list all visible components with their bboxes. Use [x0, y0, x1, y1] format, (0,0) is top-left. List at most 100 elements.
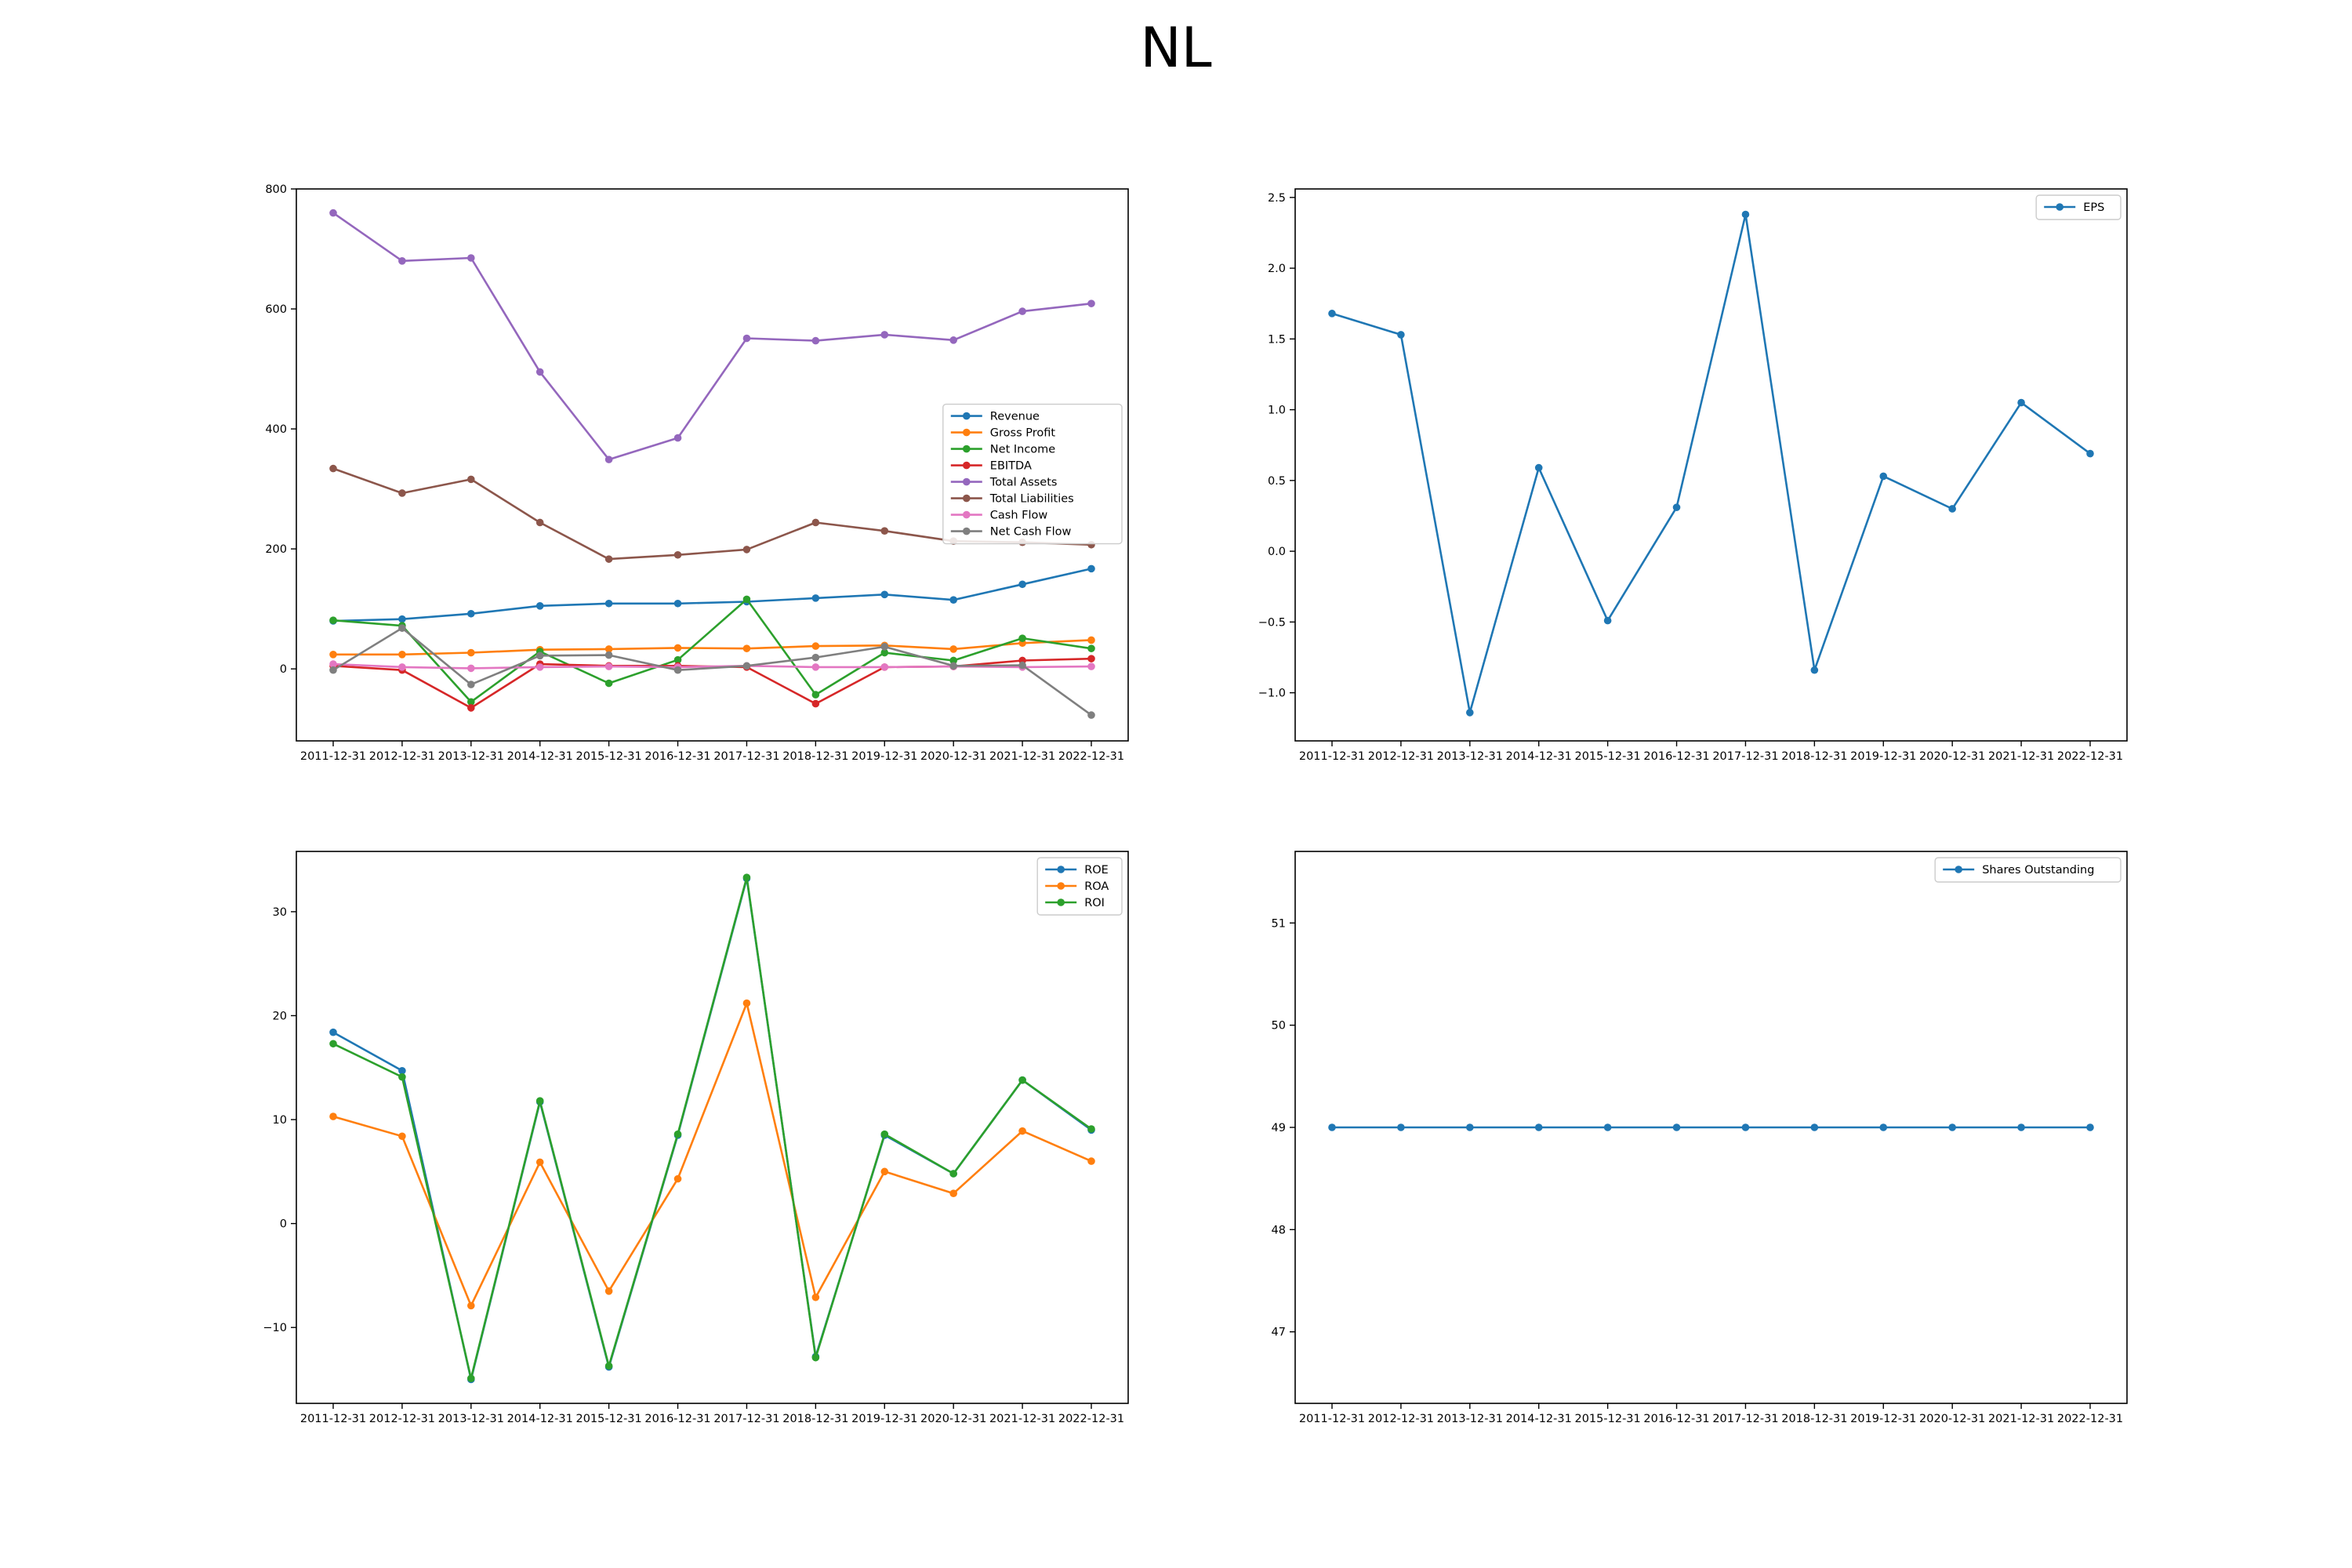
- data-point: [742, 999, 751, 1007]
- legend-label: Total Liabilities: [989, 493, 1074, 506]
- legend-label: Cash Flow: [990, 510, 1048, 522]
- legend: Revenue Gross Profit Net Income EBITDA Total…: [942, 403, 1123, 545]
- data-point: [1534, 463, 1543, 472]
- data-point: [1087, 564, 1095, 573]
- plot-frame: [1294, 188, 2128, 742]
- x-tick-label: 2019-12-31: [1850, 1413, 1916, 1425]
- x-tick-label: 2016-12-31: [1643, 750, 1709, 763]
- x-tick-label: 2017-12-31: [1712, 1413, 1778, 1425]
- data-point: [949, 1189, 957, 1197]
- data-point: [811, 691, 820, 699]
- x-tick-label: 2020-12-31: [920, 750, 986, 763]
- data-point: [1328, 1123, 1336, 1131]
- x-tick-label: 2014-12-31: [1506, 1413, 1572, 1425]
- data-point: [811, 699, 820, 708]
- x-tick-label: 2014-12-31: [507, 1413, 573, 1425]
- x-tick-label: 2022-12-31: [1058, 1413, 1124, 1425]
- x-tick-label: 2019-12-31: [851, 750, 917, 763]
- page-title: NL: [1140, 16, 1212, 80]
- data-point: [742, 595, 751, 604]
- data-point: [329, 666, 337, 674]
- legend-marker: [963, 461, 971, 470]
- data-point: [880, 648, 889, 657]
- data-point: [398, 1132, 406, 1141]
- data-point: [880, 1130, 889, 1138]
- x-tick-label: 2013-12-31: [1437, 1413, 1503, 1425]
- data-point: [811, 1293, 820, 1301]
- legend-box: [2035, 194, 2122, 220]
- y-tick-label: 0: [280, 663, 287, 676]
- legend-label: Gross Profit: [990, 427, 1056, 440]
- x-tick-label: 2016-12-31: [1643, 1413, 1709, 1425]
- y-tick-label: 48: [1272, 1224, 1286, 1236]
- legend-label: Net Income: [990, 444, 1055, 456]
- legend-marker: [963, 527, 971, 535]
- data-point: [467, 648, 475, 657]
- x-tick-label: 2019-12-31: [1850, 750, 1916, 763]
- legend-label: EPS: [2083, 201, 2104, 214]
- chart-2: 2011-12-31 2012-12-31 2013-12-31 2014-12-31…: [1258, 188, 2128, 763]
- data-point: [673, 644, 682, 652]
- legend-marker: [1955, 866, 1962, 873]
- y-tick-label: 400: [265, 423, 287, 436]
- data-point: [2086, 1123, 2094, 1131]
- data-point: [1328, 310, 1336, 318]
- data-point: [2086, 449, 2094, 458]
- x-tick-label: 2013-12-31: [438, 750, 504, 763]
- data-point: [880, 663, 889, 671]
- legend: ROE ROA ROI: [1036, 857, 1123, 916]
- data-point: [949, 336, 957, 344]
- data-point: [467, 254, 475, 262]
- data-point: [1018, 580, 1026, 589]
- data-point: [673, 550, 682, 559]
- data-point: [398, 663, 406, 671]
- series-line: [332, 877, 1092, 1381]
- data-point: [742, 644, 751, 652]
- x-tick-label: 2016-12-31: [644, 750, 710, 763]
- plot-frame: [296, 851, 1129, 1404]
- series-line: [332, 876, 1092, 1380]
- x-tick-label: 2012-12-31: [1368, 1413, 1434, 1425]
- series-line: [332, 1002, 1092, 1307]
- legend-box: [1934, 857, 2122, 883]
- data-point: [329, 209, 337, 217]
- data-point: [1466, 709, 1474, 717]
- legend-marker: [963, 477, 971, 486]
- x-tick-label: 2016-12-31: [644, 1413, 710, 1425]
- x-tick-label: 2017-12-31: [1712, 750, 1778, 763]
- y-tick-label: 1.5: [1268, 333, 1286, 346]
- legend-marker: [963, 412, 971, 420]
- data-point: [535, 602, 544, 610]
- data-point: [811, 336, 820, 345]
- x-tick-label: 2021-12-31: [1988, 750, 2054, 763]
- x-tick-label: 2012-12-31: [369, 750, 435, 763]
- data-point: [742, 334, 751, 343]
- series-line: [332, 626, 1092, 717]
- y-tick-label: 600: [265, 303, 287, 316]
- y-tick-label: 51: [1272, 917, 1286, 930]
- data-point: [467, 704, 475, 712]
- x-tick-label: 2015-12-31: [1574, 1413, 1640, 1425]
- data-point: [329, 1112, 337, 1120]
- data-point: [949, 645, 957, 653]
- data-point: [329, 651, 337, 659]
- data-point: [1087, 1125, 1095, 1133]
- series-line: [332, 568, 1092, 622]
- chart-4: 2011-12-31 2012-12-31 2013-12-31 2014-12-31…: [1272, 851, 2128, 1425]
- data-point: [949, 662, 957, 670]
- legend-label: ROA: [1084, 880, 1109, 893]
- legend: Shares Outstanding: [1934, 857, 2122, 883]
- data-point: [604, 555, 613, 563]
- data-point: [467, 1301, 475, 1310]
- x-tick-label: 2019-12-31: [851, 1413, 917, 1425]
- data-point: [604, 645, 613, 653]
- y-tick-label: 20: [273, 1010, 287, 1022]
- data-point: [2017, 1123, 2025, 1131]
- data-point: [880, 590, 889, 599]
- data-point: [742, 873, 751, 881]
- y-tick-label: −10: [263, 1322, 287, 1334]
- data-point: [673, 434, 682, 442]
- data-point: [673, 666, 682, 674]
- data-point: [535, 663, 544, 671]
